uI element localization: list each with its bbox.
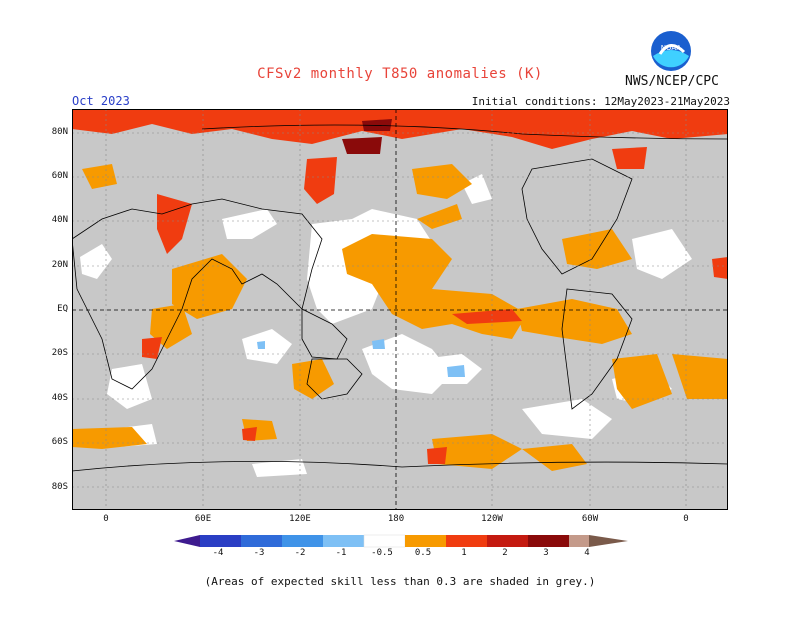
initial-conditions: Initial conditions: 12May2023-21May2023: [471, 95, 730, 108]
lat-label-60s: 60S: [51, 437, 68, 447]
lat-label-80n: 80N: [51, 127, 68, 137]
colorbar-label: 0.5: [414, 548, 432, 558]
lon-label-60e: 60E: [194, 514, 212, 524]
lon-label-120e: 120E: [289, 514, 311, 524]
svg-text:NOAA: NOAA: [661, 44, 682, 52]
lat-label-20s: 20S: [51, 348, 68, 358]
lat-label-60n: 60N: [51, 171, 68, 181]
anomaly-2-3-regions: [342, 119, 392, 154]
colorbar: [174, 534, 628, 548]
colorbar-label: -2: [294, 548, 306, 558]
lat-label-eq: EQ: [57, 304, 68, 314]
lat-label-40n: 40N: [51, 215, 68, 225]
lon-label-0: 0: [103, 514, 109, 524]
colorbar-label: -4: [212, 548, 224, 558]
colorbar-label: 1: [461, 548, 467, 558]
anomaly-map: [72, 109, 728, 510]
skill-footnote: (Areas of expected skill less than 0.3 a…: [204, 575, 596, 588]
forecast-month: Oct 2023: [72, 94, 130, 108]
agency-label: NWS/NCEP/CPC: [625, 74, 719, 89]
colorbar-label: -3: [253, 548, 265, 558]
colorbar-label: -0.5: [371, 548, 393, 558]
lon-label-180: 180: [387, 514, 405, 524]
lat-label-40s: 40S: [51, 393, 68, 403]
colorbar-label: 3: [543, 548, 549, 558]
gridlines: [72, 109, 728, 510]
colorbar-label: -1: [335, 548, 347, 558]
lon-label-120w: 120W: [481, 514, 503, 524]
lon-label-0-east: 0: [683, 514, 689, 524]
chart-title: CFSv2 monthly T850 anomalies (K): [257, 66, 543, 82]
colorbar-label: 2: [502, 548, 508, 558]
colorbar-label: 4: [584, 548, 590, 558]
anomaly-1-2-regions: [72, 109, 728, 464]
lon-label-60w: 60W: [581, 514, 599, 524]
map-frame: [72, 109, 728, 510]
noaa-logo: NOAA: [651, 31, 691, 71]
lat-label-80s: 80S: [51, 482, 68, 492]
anomaly-neg-regions: [257, 339, 465, 377]
lat-label-20n: 20N: [51, 260, 68, 270]
